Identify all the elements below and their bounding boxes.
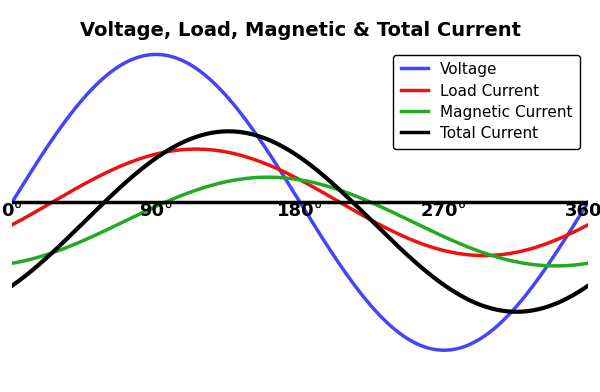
Text: 360°: 360° — [565, 202, 600, 220]
Text: 180°: 180° — [277, 202, 323, 220]
Text: 90°: 90° — [139, 202, 173, 220]
Text: 0°: 0° — [1, 202, 23, 220]
Text: 270°: 270° — [421, 202, 467, 220]
Legend: Voltage, Load Current, Magnetic Current, Total Current: Voltage, Load Current, Magnetic Current,… — [393, 54, 580, 149]
Title: Voltage, Load, Magnetic & Total Current: Voltage, Load, Magnetic & Total Current — [79, 21, 521, 40]
